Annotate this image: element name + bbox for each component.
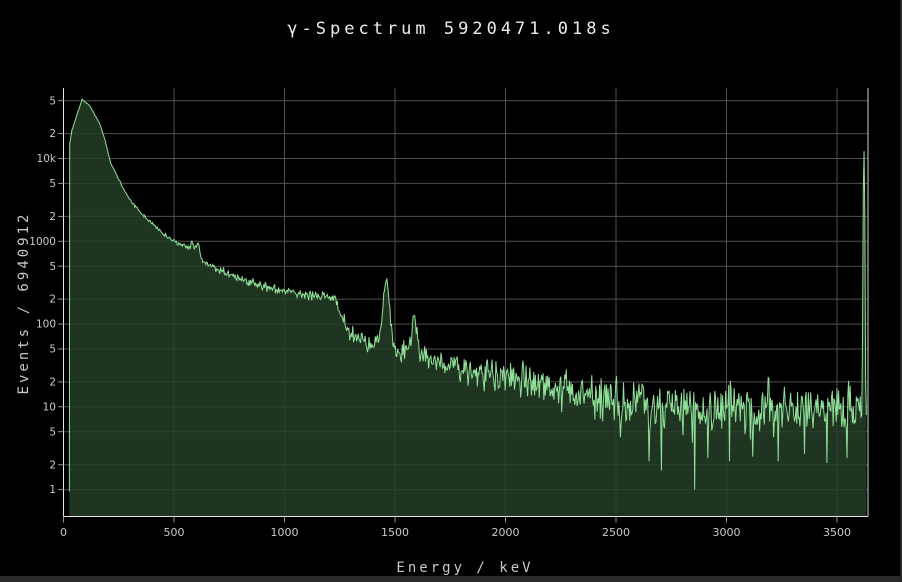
y-tick-label: 1000 [29, 236, 56, 248]
y-tick-label: 2 [49, 377, 56, 389]
x-tick-label: 1500 [381, 526, 409, 539]
y-tick-label: 5 [49, 178, 56, 190]
x-tick-label: 2500 [602, 526, 630, 539]
y-tick-label: 2 [49, 211, 56, 223]
y-tick-label: 2 [49, 294, 56, 306]
y-tick-label: 2 [49, 459, 56, 471]
plot-area[interactable] [64, 88, 869, 517]
x-tick-label: 1000 [271, 526, 299, 539]
y-axis-label: Events / 6940912 [16, 211, 32, 395]
y-tick-label: 10k [37, 153, 57, 165]
y-tick-label: 5 [49, 261, 56, 273]
spectrum-fill [69, 99, 867, 517]
y-tick-label: 10 [43, 401, 56, 413]
y-tick-labels: 1 2 5 10 2 5 100 2 5 1000 2 5 10k 2 5 [29, 95, 57, 496]
x-axis-label: Energy / keV [396, 560, 534, 576]
x-tick-label: 2000 [492, 526, 520, 539]
y-tick-label: 100 [36, 319, 56, 331]
window-right-edge [900, 0, 902, 582]
x-tick-label: 3500 [823, 526, 851, 539]
y-tick-label: 1 [49, 484, 56, 496]
x-tick-label: 3000 [713, 526, 741, 539]
y-tick-label: 5 [49, 95, 56, 107]
x-tick-label: 500 [164, 526, 185, 539]
x-tick-labels: 0 500 1000 1500 2000 2500 3000 3500 [60, 526, 851, 539]
window-bottom-edge [0, 576, 902, 582]
x-tick-label: 0 [60, 526, 67, 539]
tick-marks [58, 100, 838, 523]
y-tick-label: 2 [49, 128, 56, 140]
axes [63, 88, 869, 517]
chart-title: γ-Spectrum 5920471.018s [287, 19, 615, 39]
spectrum-line [68, 98, 867, 492]
y-tick-label: 5 [49, 344, 56, 356]
y-tick-label: 5 [49, 426, 56, 438]
